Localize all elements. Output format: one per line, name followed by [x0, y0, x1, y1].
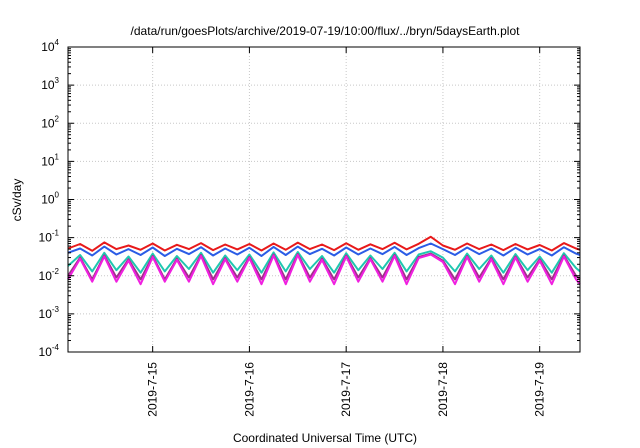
x-axis-label: Coordinated Universal Time (UTC) [233, 431, 417, 445]
y-tick-label: 10-2 [39, 267, 60, 283]
chart-title: /data/run/goesPlots/archive/2019-07-19/1… [131, 24, 521, 38]
y-tick-label: 101 [41, 152, 59, 168]
y-tick-label: 100 [41, 191, 59, 207]
grid-lines [68, 47, 580, 352]
y-tick-label: 104 [41, 38, 59, 54]
y-tick-label: 10-1 [39, 229, 60, 245]
x-tick-label: 2019-7-17 [339, 362, 353, 417]
series-line-teal [67, 250, 581, 274]
x-tick-label: 2019-7-19 [533, 362, 547, 417]
y-tick-label: 10-3 [39, 305, 60, 321]
axis-ticks: 10-4 10-3 10-2 10-1 100 101 102 103 104 2019-7-15… [39, 38, 580, 417]
y-tick-label: 103 [41, 76, 59, 92]
series-line-magenta [67, 253, 581, 286]
y-tick-label: 10-4 [39, 343, 60, 359]
series-line-red [67, 235, 581, 252]
y-tick-label: 102 [41, 114, 59, 130]
series-layer [67, 235, 581, 286]
series-line-blue [67, 242, 581, 257]
x-tick-label: 2019-7-15 [146, 362, 160, 417]
x-tick-label: 2019-7-18 [436, 362, 450, 417]
y-axis-label: cSv/day [10, 179, 24, 222]
x-tick-label: 2019-7-16 [242, 362, 256, 417]
